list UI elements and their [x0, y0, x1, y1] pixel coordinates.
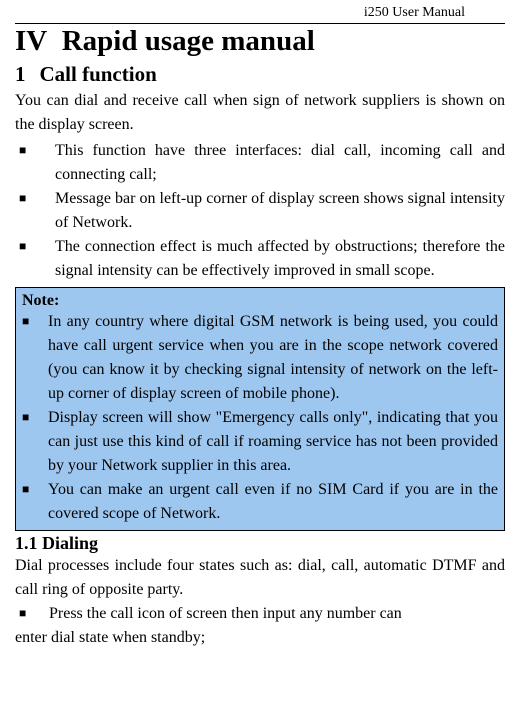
note-bullet-item: In any country where digital GSM network… [22, 310, 498, 406]
note-bullet-list: In any country where digital GSM network… [22, 310, 498, 526]
section-bullet-item: Message bar on left-up corner of display… [15, 187, 505, 235]
section-intro: You can dial and receive call when sign … [15, 89, 505, 137]
header-manual-title: i250 User Manual [15, 5, 505, 23]
chapter-number: IV [15, 25, 47, 57]
section-heading: 1 Call function [15, 62, 505, 87]
chapter-heading: IV Rapid usage manual [15, 26, 505, 58]
note-box: Note: In any country where digital GSM n… [15, 287, 505, 531]
subsection-heading: 1.1 Dialing [15, 533, 505, 554]
note-bullet-item: Display screen will show "Emergency call… [22, 406, 498, 478]
chapter-title-text: Rapid usage manual [62, 25, 315, 57]
section-bullet-list: This function have three interfaces: dia… [15, 139, 505, 283]
section-bullet-item: The connection effect is much affected b… [15, 235, 505, 283]
subsection-bullet-line: Press the call icon of screen then input… [15, 602, 505, 626]
subsection-bullet-list: Press the call icon of screen then input… [15, 602, 505, 650]
subsection-bullet-line: enter dial state when standby; [15, 626, 505, 650]
section-bullet-item: This function have three interfaces: dia… [15, 139, 505, 187]
subsection-title-text: Dialing [42, 533, 98, 553]
subsection-intro: Dial processes include four states such … [15, 554, 505, 602]
note-label: Note: [22, 292, 498, 310]
section-number: 1 [15, 62, 26, 87]
header-rule [15, 23, 505, 24]
subsection-number: 1.1 [15, 533, 38, 553]
section-title-text: Call function [40, 62, 157, 86]
note-bullet-item: You can make an urgent call even if no S… [22, 478, 498, 526]
